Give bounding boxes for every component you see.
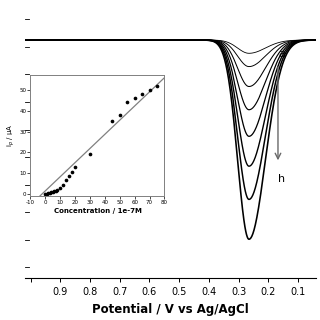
Text: a: a bbox=[278, 49, 285, 59]
Text: h: h bbox=[278, 174, 285, 184]
X-axis label: Potential / V vs Ag/AgCl: Potential / V vs Ag/AgCl bbox=[92, 303, 249, 316]
